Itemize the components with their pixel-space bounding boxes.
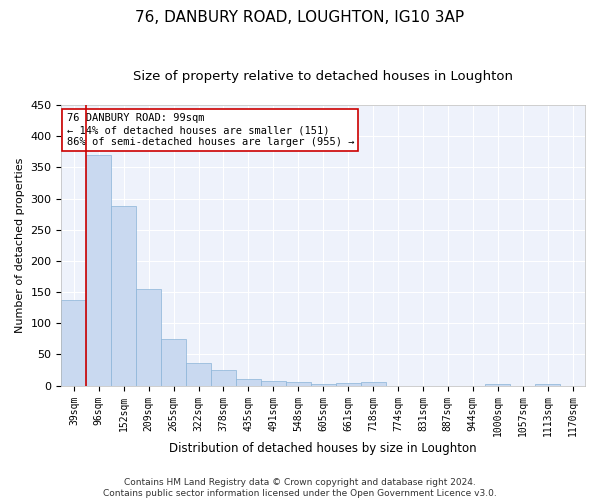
Bar <box>311 384 335 386</box>
Text: 76 DANBURY ROAD: 99sqm
← 14% of detached houses are smaller (151)
86% of semi-de: 76 DANBURY ROAD: 99sqm ← 14% of detached… <box>67 114 354 146</box>
Text: Contains HM Land Registry data © Crown copyright and database right 2024.
Contai: Contains HM Land Registry data © Crown c… <box>103 478 497 498</box>
Bar <box>61 300 86 386</box>
Bar <box>211 370 236 386</box>
Text: 76, DANBURY ROAD, LOUGHTON, IG10 3AP: 76, DANBURY ROAD, LOUGHTON, IG10 3AP <box>136 10 464 25</box>
Bar <box>335 383 361 386</box>
Bar <box>535 384 560 386</box>
Bar <box>261 380 286 386</box>
Bar <box>186 362 211 386</box>
Bar <box>485 384 510 386</box>
Bar <box>111 206 136 386</box>
Bar <box>86 155 111 386</box>
Bar <box>161 340 186 386</box>
Title: Size of property relative to detached houses in Loughton: Size of property relative to detached ho… <box>133 70 513 83</box>
Bar <box>236 380 261 386</box>
X-axis label: Distribution of detached houses by size in Loughton: Distribution of detached houses by size … <box>169 442 477 455</box>
Bar <box>361 382 386 386</box>
Bar <box>136 289 161 386</box>
Y-axis label: Number of detached properties: Number of detached properties <box>15 158 25 333</box>
Bar <box>286 382 311 386</box>
